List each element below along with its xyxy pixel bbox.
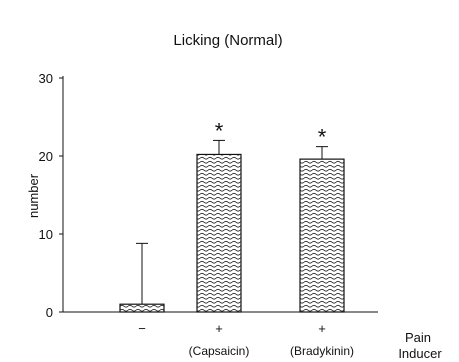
bar bbox=[299, 158, 345, 313]
y-tick-label: 10 bbox=[39, 227, 53, 242]
x-tick-sign: − bbox=[138, 321, 146, 336]
x-tick-sign: + bbox=[215, 321, 223, 336]
chart-title: Licking (Normal) bbox=[173, 32, 282, 49]
x-tick-sign: + bbox=[318, 321, 326, 336]
x-axis-label-line-2: Inducer bbox=[398, 346, 442, 361]
y-tick-label: 0 bbox=[46, 305, 53, 320]
y-tick-label: 20 bbox=[39, 149, 53, 164]
y-tick-label: 30 bbox=[39, 71, 53, 86]
x-axis-label-line-1: Pain bbox=[405, 330, 431, 345]
x-tick-label: (Bradykinin) bbox=[290, 344, 354, 358]
y-axis-label: number bbox=[26, 173, 41, 218]
significance-asterisk: * bbox=[215, 118, 224, 143]
x-tick-label: (Capsaicin) bbox=[189, 344, 250, 358]
x-axis-labels: − + (Capsaicin) + (Bradykinin) bbox=[138, 321, 354, 358]
y-axis-ticks: 0 10 20 30 bbox=[39, 71, 63, 320]
bar bbox=[119, 303, 165, 313]
significance-asterisk: * bbox=[318, 125, 327, 150]
bar-series: * * bbox=[119, 118, 345, 313]
bar bbox=[196, 153, 242, 313]
